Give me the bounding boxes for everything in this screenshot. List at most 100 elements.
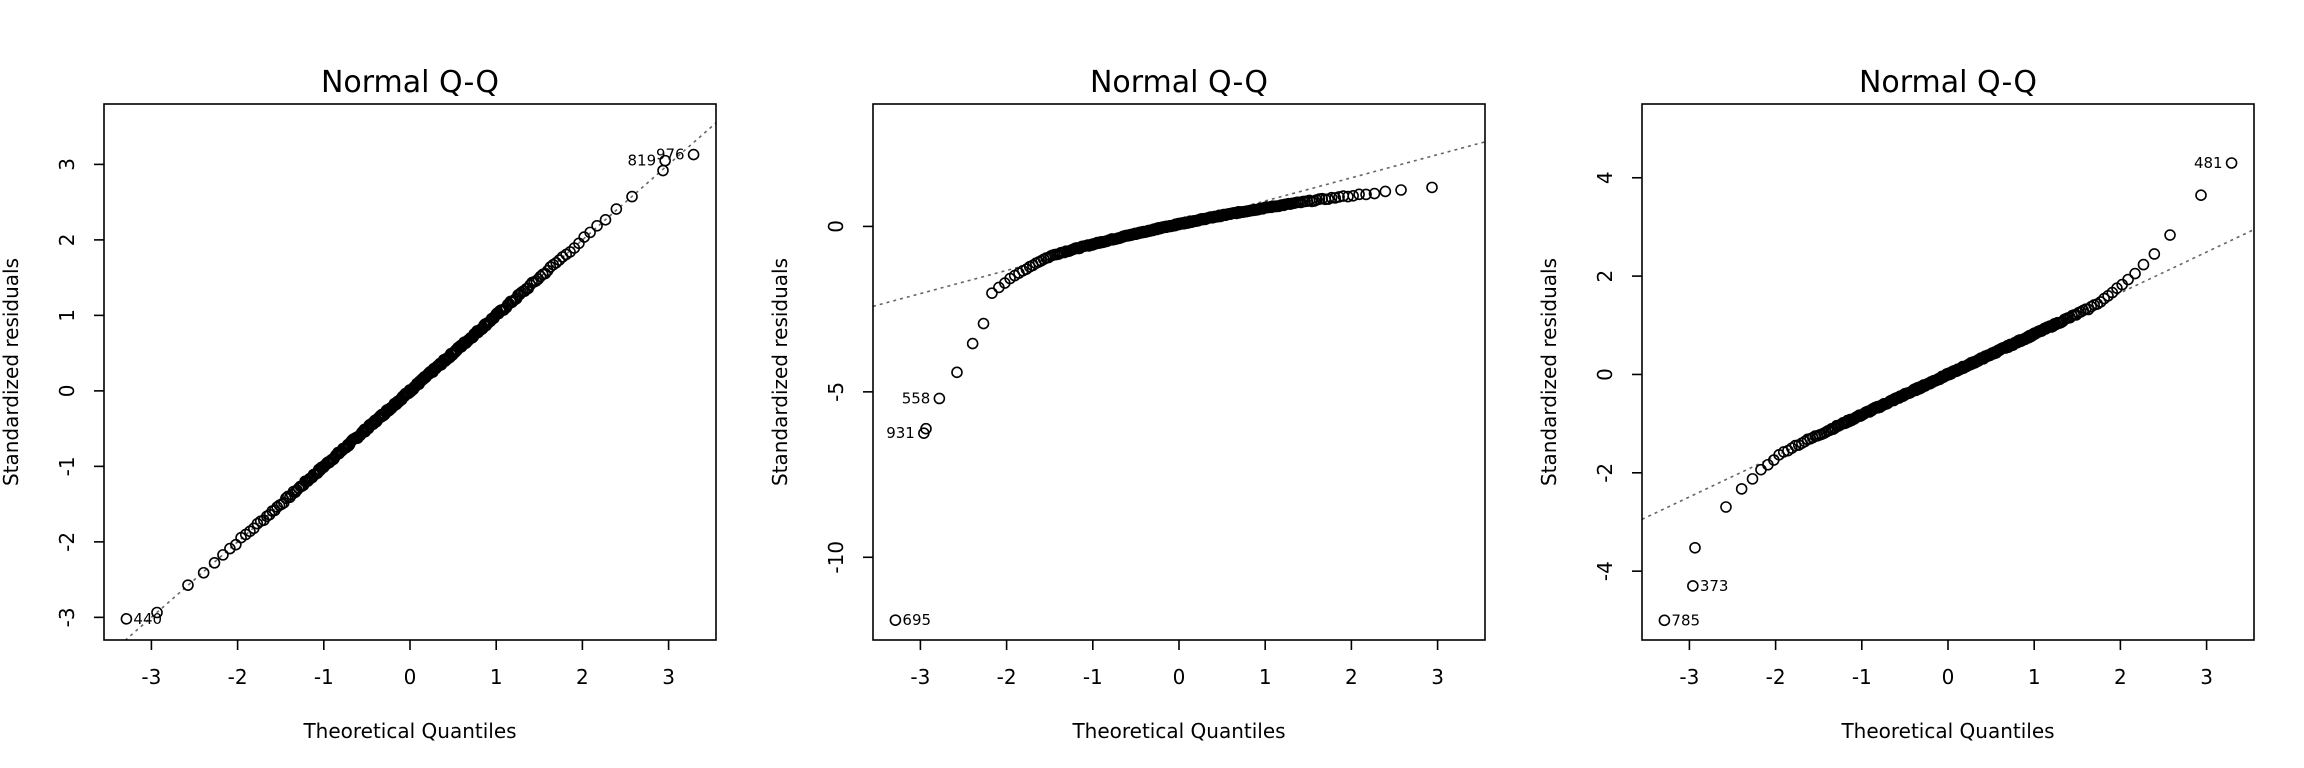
qq-point bbox=[224, 542, 236, 555]
qq-points bbox=[1689, 189, 2207, 554]
qq-point bbox=[599, 214, 612, 226]
outlier-label: 558 bbox=[902, 389, 931, 407]
outlier-point bbox=[1658, 614, 1671, 627]
x-tick-label: -2 bbox=[228, 665, 248, 689]
y-tick-label: -4 bbox=[1593, 561, 1617, 581]
y-tick-label: 0 bbox=[55, 385, 79, 398]
qq-point bbox=[584, 226, 596, 239]
qq-point bbox=[550, 257, 562, 269]
qq-point bbox=[197, 566, 210, 579]
outlier-label: 931 bbox=[886, 424, 915, 442]
x-tick-label: 1 bbox=[490, 665, 503, 689]
x-tick-label: -3 bbox=[910, 665, 930, 689]
qq-point bbox=[1333, 191, 1345, 203]
qq-point bbox=[1395, 184, 1407, 196]
outlier-point bbox=[120, 613, 133, 625]
x-tick-label: 0 bbox=[1173, 665, 1186, 689]
qq-point bbox=[1735, 483, 1748, 495]
x-tick-label: -1 bbox=[1852, 665, 1872, 689]
qq-point bbox=[2129, 267, 2141, 280]
x-axis-label: Theoretical Quantiles bbox=[1840, 719, 2054, 743]
outlier-point bbox=[1687, 580, 1699, 592]
y-tick-label: -3 bbox=[55, 607, 79, 627]
qq-point bbox=[2122, 273, 2134, 286]
x-tick-label: 2 bbox=[1345, 665, 1358, 689]
y-tick-label: 2 bbox=[1593, 270, 1617, 283]
qq-point bbox=[1353, 188, 1365, 201]
x-tick-label: -3 bbox=[141, 665, 161, 689]
chart-title: Normal Q-Q bbox=[1090, 65, 1268, 100]
outlier-point bbox=[918, 427, 930, 440]
y-tick-label: 0 bbox=[1593, 368, 1617, 381]
qq-point bbox=[1720, 501, 1732, 513]
y-tick-label: 2 bbox=[55, 234, 79, 247]
qq-panel-3: Normal Q-Q Theoretical Quantiles Standardi… bbox=[1537, 65, 2255, 743]
outlier-label: 819 bbox=[628, 152, 657, 170]
outlier-label: 373 bbox=[1700, 577, 1729, 595]
qq-point bbox=[208, 557, 221, 569]
y-tick-label: -10 bbox=[824, 541, 848, 574]
qq-point bbox=[182, 579, 194, 591]
qq-point bbox=[151, 606, 163, 619]
x-tick-label: 0 bbox=[1942, 665, 1955, 689]
qq-point bbox=[1360, 188, 1372, 201]
x-tick-label: 2 bbox=[576, 665, 589, 689]
qq-point bbox=[2164, 229, 2176, 241]
x-axis-label: Theoretical Quantiles bbox=[1071, 719, 1285, 743]
qq-point bbox=[591, 219, 603, 232]
qq-point bbox=[1020, 263, 1033, 276]
qq-point bbox=[977, 317, 990, 330]
qq-point bbox=[610, 203, 623, 215]
qq-points bbox=[920, 181, 1438, 435]
qq-point bbox=[2094, 296, 2107, 308]
outlier-point bbox=[889, 614, 902, 626]
outlier-point bbox=[687, 148, 700, 161]
y-tick-label: 4 bbox=[1593, 171, 1617, 184]
qq-point bbox=[951, 366, 963, 379]
x-tick-label: 0 bbox=[404, 665, 417, 689]
outlier-label: 785 bbox=[1671, 611, 1700, 629]
y-axis-label: Standardized residuals bbox=[0, 258, 23, 486]
outlier-label: 976 bbox=[656, 146, 685, 164]
x-tick-label: 1 bbox=[1259, 665, 1272, 689]
y-tick-label: -2 bbox=[55, 532, 79, 552]
y-tick-label: -2 bbox=[1593, 463, 1617, 483]
x-tick-label: -1 bbox=[1083, 665, 1103, 689]
y-tick-label: 0 bbox=[824, 220, 848, 233]
y-tick-label: -1 bbox=[55, 456, 79, 476]
x-axis-label: Theoretical Quantiles bbox=[302, 719, 516, 743]
qq-point bbox=[1426, 181, 1438, 194]
plot-frame bbox=[872, 103, 1486, 641]
outlier-label: 481 bbox=[2194, 154, 2223, 172]
chart-title: Normal Q-Q bbox=[1859, 65, 2037, 100]
qq-point bbox=[553, 254, 566, 266]
x-tick-label: 3 bbox=[2200, 665, 2213, 689]
qq-point bbox=[1368, 187, 1381, 200]
qq-point bbox=[1755, 463, 1767, 476]
qq-point bbox=[657, 164, 669, 177]
x-tick-label: -3 bbox=[1679, 665, 1699, 689]
qq-point bbox=[217, 549, 229, 561]
outlier-point bbox=[933, 392, 946, 405]
qq-point bbox=[251, 517, 264, 530]
y-tick-label: 3 bbox=[55, 158, 79, 171]
qq-point bbox=[1325, 191, 1338, 204]
qq-panel-1: Normal Q-Q Theoretical Quantiles Standardi… bbox=[0, 65, 717, 743]
y-tick-label: 1 bbox=[55, 309, 79, 322]
qq-point bbox=[2195, 189, 2207, 201]
outlier-point bbox=[659, 154, 671, 167]
qq-point bbox=[1689, 541, 1701, 554]
qq-point bbox=[1379, 185, 1392, 198]
qq-point bbox=[986, 287, 998, 299]
plot-frame bbox=[103, 103, 717, 641]
qq-point bbox=[1342, 190, 1354, 203]
outlier-label: 695 bbox=[902, 611, 931, 629]
x-tick-label: -1 bbox=[314, 665, 334, 689]
qq-panel-2: Normal Q-Q Theoretical Quantiles Standardi… bbox=[768, 65, 1486, 743]
qq-point bbox=[626, 190, 638, 203]
y-tick-label: -5 bbox=[824, 382, 848, 402]
y-axis-label: Standardized residuals bbox=[768, 258, 792, 486]
qq-point bbox=[1347, 190, 1359, 202]
outlier-point bbox=[2225, 157, 2238, 169]
